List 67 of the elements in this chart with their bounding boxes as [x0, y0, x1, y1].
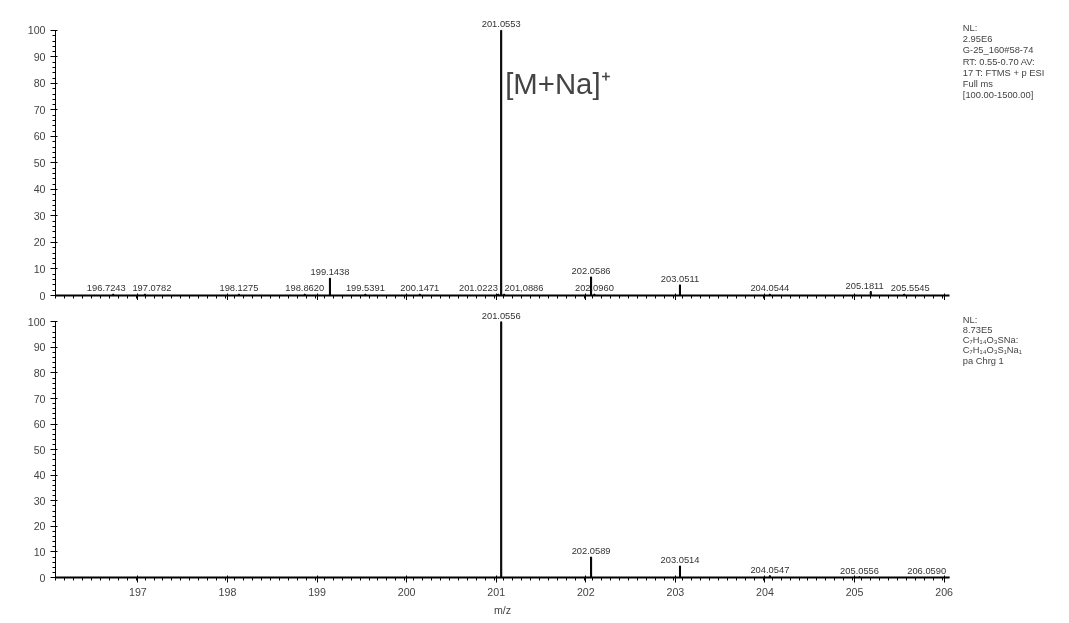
text: G-25_160#58-74 [962, 45, 1034, 56]
y-tick-label: 80 [33, 366, 46, 379]
y-tick-label: 0 [39, 289, 46, 302]
text: RT: 0.55-0.70 AV: [962, 56, 1035, 67]
x-tick-label: 197 [129, 585, 147, 598]
text: C₇H₁₄O₃S₁Na₁ [962, 345, 1022, 356]
x-axis-title: m/z [493, 603, 512, 616]
annotation: 196.7243 [86, 283, 126, 294]
annotation: 203.0514 [660, 555, 700, 565]
x-tick-label: 199 [308, 585, 327, 598]
annotation: 204.0544 [750, 283, 790, 294]
y-tick-label: 40 [33, 469, 46, 482]
y-tick-label: 20 [33, 236, 46, 249]
annotation: 202.0589 [571, 546, 611, 557]
text: C₇H₁₄O₃SNa: [962, 335, 1019, 346]
text: 8.73E5 [962, 324, 993, 335]
text: Full ms [962, 79, 994, 90]
y-tick-label: 10 [33, 545, 46, 558]
y-tick-label: 40 [33, 183, 46, 196]
annotation: 204.0547 [750, 564, 790, 575]
y-tick-label: 50 [33, 156, 46, 169]
annotation: 198.1275 [219, 283, 259, 294]
y-tick-label: 70 [33, 103, 46, 116]
annotation: 205.5545 [890, 283, 930, 294]
annotation: 200.1471 [400, 283, 440, 294]
annotation: 201.0556 [481, 310, 521, 321]
text: NL: [962, 314, 978, 325]
annotation: 201.0223 [458, 283, 498, 294]
text: pa Chrg 1 [962, 355, 1004, 366]
x-tick-label: 204 [756, 585, 774, 598]
text: 17 T: FTMS + p ESI [962, 67, 1045, 78]
y-tick-label: 60 [33, 418, 46, 431]
x-tick-label: 200 [397, 585, 416, 598]
y-tick-label: 100 [27, 315, 46, 328]
y-tick-label: 100 [27, 24, 46, 37]
x-tick-label: 206 [935, 585, 954, 598]
annotation: 202.0586 [571, 265, 611, 276]
y-tick-label: 30 [33, 494, 46, 507]
x-tick-label: 201 [487, 585, 506, 598]
x-tick-label: 205 [845, 585, 864, 598]
y-tick-label: 70 [33, 392, 46, 405]
y-tick-label: 90 [33, 341, 46, 354]
x-tick-label: 202 [576, 585, 595, 598]
text: [100.00-1500.00] [962, 90, 1034, 101]
annotation: 199.5391 [345, 283, 385, 294]
y-tick-label: 10 [33, 262, 46, 275]
x-tick-label: 203 [666, 585, 685, 598]
annotation: 205.1811 [845, 280, 884, 291]
y-tick-label: 20 [33, 520, 46, 533]
y-tick-label: 0 [39, 571, 46, 584]
annotation: 199.1438 [310, 267, 350, 278]
text: NL: [962, 22, 978, 33]
annotation: [M+Na]⁺ [505, 66, 611, 100]
x-tick-label: 198 [218, 585, 237, 598]
annotation: 201.0553 [481, 19, 521, 30]
annotation: 197.0782 [132, 283, 172, 294]
annotation: 201,0886 [504, 283, 544, 294]
annotation: 198.8620 [285, 283, 325, 294]
y-tick-label: 60 [33, 130, 46, 143]
annotation: 206.0590 [907, 565, 947, 576]
y-tick-label: 30 [33, 209, 46, 222]
y-tick-label: 90 [33, 50, 46, 63]
annotation: 203.0511 [660, 273, 700, 284]
y-tick-label: 50 [33, 443, 46, 456]
y-tick-label: 80 [33, 77, 46, 90]
text: 2.95E6 [962, 34, 993, 45]
annotation: 205.0556 [840, 565, 879, 576]
